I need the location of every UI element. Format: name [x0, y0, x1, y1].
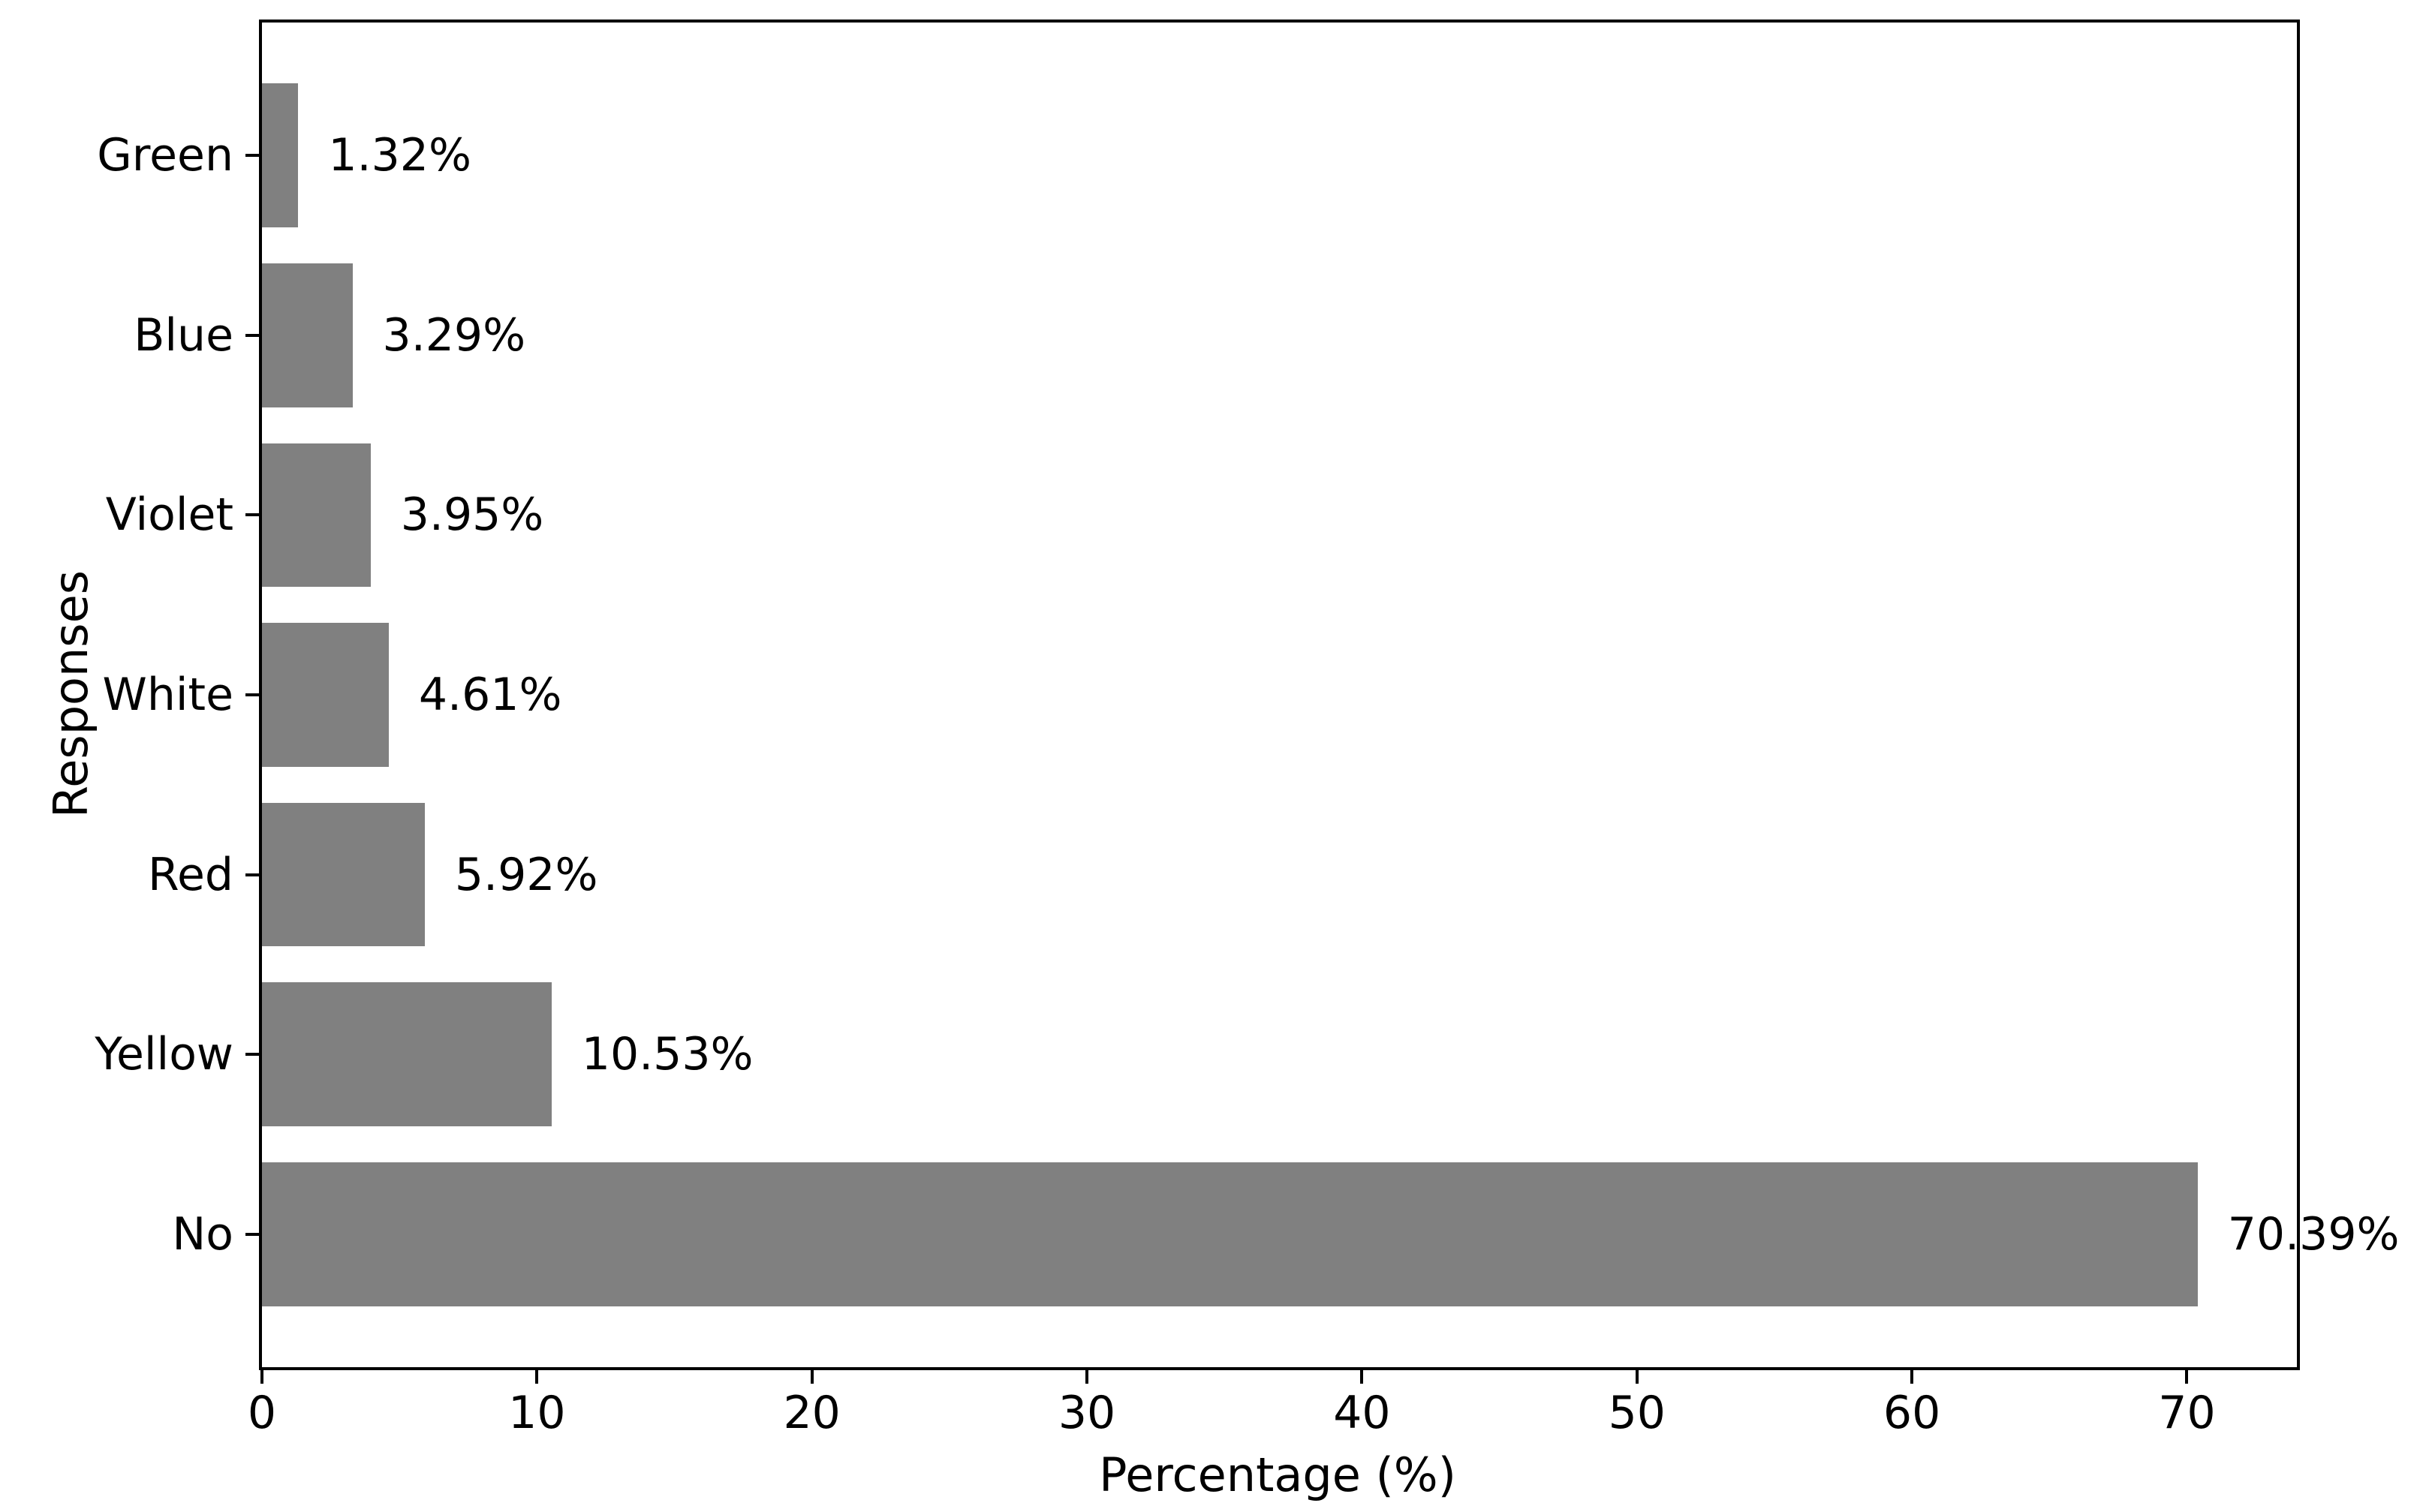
bar-value-label: 5.92% [454, 848, 598, 901]
x-tick [1910, 1370, 1914, 1384]
x-tick-label: 70 [2158, 1387, 2216, 1439]
bar-value-label: 3.95% [400, 488, 544, 542]
y-tick-label: Blue [134, 308, 233, 362]
x-tick-label: 30 [1058, 1387, 1116, 1439]
x-tick [810, 1370, 814, 1384]
x-tick [260, 1370, 263, 1384]
x-tick [1085, 1370, 1089, 1384]
x-tick-label: 50 [1608, 1387, 1666, 1439]
bar [262, 623, 389, 767]
bar [262, 263, 353, 407]
bar-value-label: 4.61% [418, 669, 562, 721]
x-tick-label: 0 [247, 1387, 277, 1439]
bar-value-label: 3.29% [382, 308, 526, 362]
y-tick [245, 693, 259, 696]
y-tick-label: Yellow [95, 1028, 233, 1081]
y-tick [245, 873, 259, 876]
bar-value-label: 10.53% [581, 1028, 754, 1081]
x-tick-label: 20 [783, 1387, 841, 1439]
y-tick [245, 154, 259, 158]
bar [262, 982, 552, 1126]
bar [262, 802, 425, 947]
x-tick-label: 60 [1883, 1387, 1941, 1439]
y-tick-label: No [172, 1207, 233, 1261]
y-tick [245, 513, 259, 517]
y-tick [245, 333, 259, 337]
x-axis-title: Percentage (%) [1099, 1447, 1456, 1502]
y-tick [245, 1053, 259, 1057]
x-tick [1360, 1370, 1364, 1384]
plot-area: 1.32% Green 3.29% Blue 3.95% Violet 4.61% White… [95, 20, 2400, 1437]
bar [262, 83, 299, 228]
x-tick-label: 10 [508, 1387, 566, 1439]
bar-value-label: 1.32% [328, 129, 471, 182]
x-tick [535, 1370, 539, 1384]
x-tick [2185, 1370, 2189, 1384]
y-tick-label: White [102, 669, 233, 721]
bar [262, 1162, 2198, 1306]
y-tick-label: Red [148, 848, 233, 901]
bar-value-label: 70.39% [2227, 1207, 2400, 1261]
x-tick-label: 40 [1333, 1387, 1391, 1439]
y-axis-title: Responses [43, 570, 98, 819]
bar [262, 443, 371, 588]
x-tick [1635, 1370, 1639, 1384]
y-tick-label: Violet [105, 488, 233, 542]
y-tick-label: Green [97, 129, 233, 182]
y-tick [245, 1232, 259, 1236]
